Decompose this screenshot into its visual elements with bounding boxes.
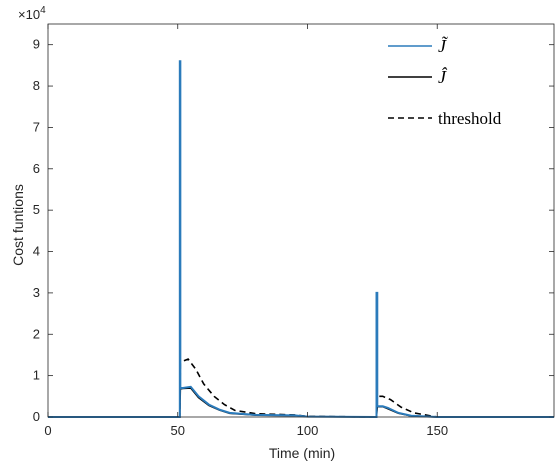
x-tick-label: 100 (297, 423, 319, 438)
y-tick-label: 9 (33, 37, 40, 52)
y-tick-label: 5 (33, 202, 40, 217)
x-axis-label: Time (min) (269, 445, 335, 461)
legend: J̃ Ĵ threshold (388, 36, 502, 128)
y-exponent-power: 4 (40, 5, 46, 16)
y-tick-label: 4 (33, 244, 40, 259)
series-line-threshold (48, 358, 554, 418)
y-tick-label: 8 (33, 78, 40, 93)
y-tick-label: 6 (33, 161, 40, 176)
legend-label-threshold: threshold (438, 109, 502, 128)
legend-label-j-tilde: J̃ (438, 36, 449, 56)
axes: 0 50 100 150 0 1 2 3 4 5 6 7 8 9 (33, 23, 555, 438)
x-tick-label: 0 (44, 423, 51, 438)
x-tick-label: 50 (171, 423, 185, 438)
y-tick-label: 0 (33, 409, 40, 424)
axes-frame (47, 23, 555, 418)
y-tick-label: 7 (33, 119, 40, 134)
series-line-j-tilde (48, 60, 554, 419)
y-tick-label: 2 (33, 326, 40, 341)
plot-area (48, 60, 554, 419)
y-exponent-base: ×10 (18, 7, 40, 22)
x-tick-label: 150 (426, 423, 448, 438)
legend-label-j-hat: Ĵ (438, 66, 448, 87)
y-tick-label: 3 (33, 285, 40, 300)
y-axis-label: Cost funtions (10, 184, 26, 266)
y-exponent-label: ×104 (18, 5, 46, 22)
series-line-j-hat (48, 387, 554, 418)
y-tick-label: 1 (33, 368, 40, 383)
